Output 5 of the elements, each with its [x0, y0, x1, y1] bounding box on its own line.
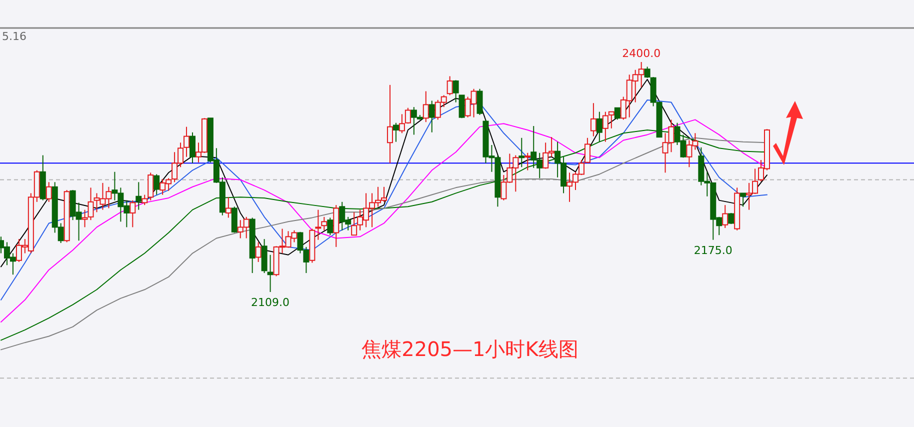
text: 焦煤2205—1小时K线图 [362, 337, 578, 361]
annotation: 2400.0 [622, 47, 661, 60]
annotation: 2175.0 [694, 244, 732, 257]
annotation: 2109.0 [251, 296, 290, 309]
text: 5.16 [2, 30, 26, 43]
